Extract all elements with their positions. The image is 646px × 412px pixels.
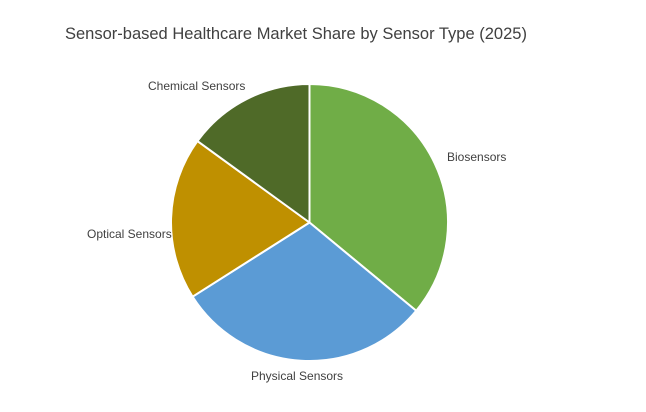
slice-label-biosensors: Biosensors bbox=[447, 150, 507, 164]
slice-label-chemical-sensors: Chemical Sensors bbox=[148, 79, 246, 93]
chart-title: Sensor-based Healthcare Market Share by … bbox=[65, 25, 527, 43]
pie-slice-biosensors bbox=[308, 83, 449, 312]
slice-label-physical-sensors: Physical Sensors bbox=[251, 369, 344, 383]
pie-slice-chemical-sensors bbox=[196, 83, 311, 224]
pie-slice-optical-sensors bbox=[170, 140, 311, 298]
pie-slice-physical-sensors bbox=[191, 221, 418, 362]
slice-label-optical-sensors: Optical Sensors bbox=[87, 227, 172, 241]
